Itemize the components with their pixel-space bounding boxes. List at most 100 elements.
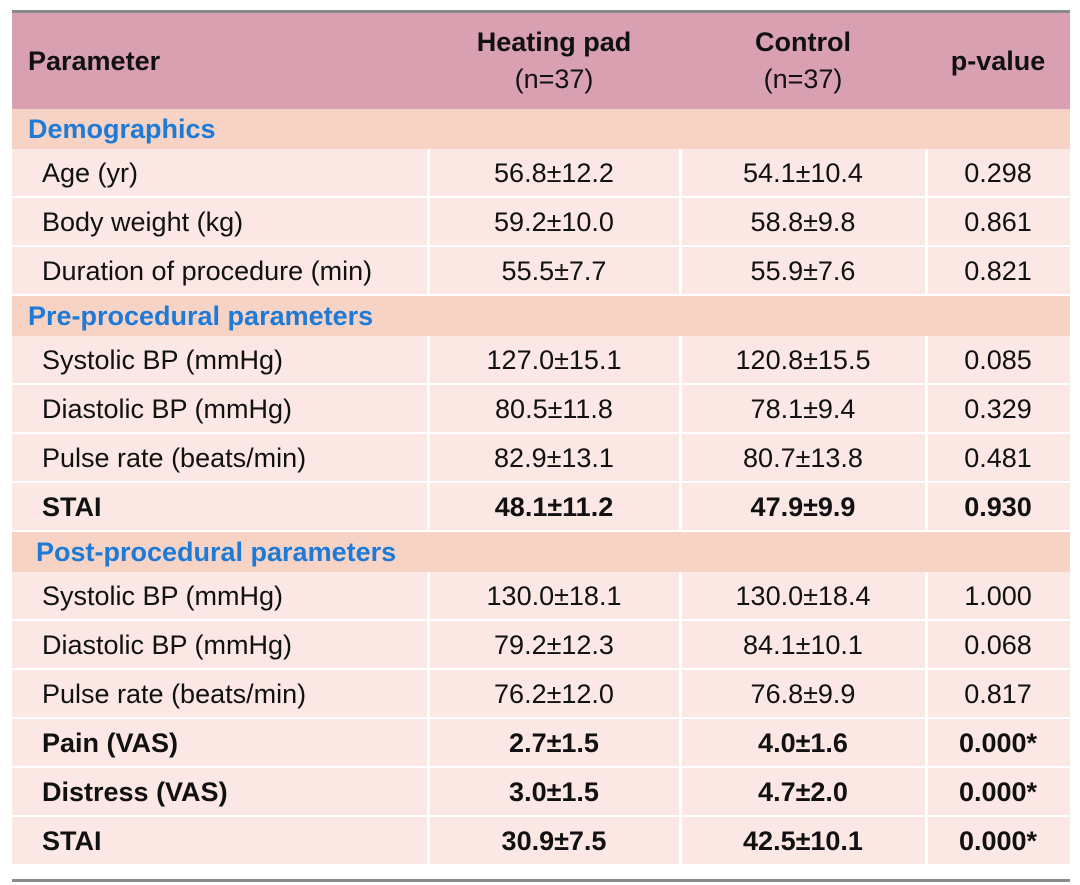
header-control-label: Control: [755, 27, 851, 57]
cell-parameter: Distress (VAS): [42, 777, 228, 807]
column-divider: [925, 817, 928, 866]
row-divider: [12, 619, 1070, 622]
section-header: Demographics: [12, 109, 1070, 149]
cell-p-value: 0.000*: [958, 728, 1038, 758]
column-divider: [925, 670, 928, 719]
cell-parameter: Duration of procedure (min): [42, 256, 373, 286]
header-heating-pad-label: Heating pad: [476, 27, 632, 57]
cell-heating-pad: 48.1±11.2: [494, 492, 614, 522]
section-header: Pre-procedural parameters: [12, 296, 1070, 336]
cell-p-value: 0.861: [964, 207, 1032, 237]
column-divider: [679, 719, 682, 768]
data-table: Parameter Heating pad (n=37) Control (n=…: [12, 10, 1070, 882]
cell-parameter: Systolic BP (mmHg): [42, 581, 284, 611]
cell-p-value: 0.817: [964, 679, 1032, 709]
table-row: Body weight (kg) 59.2±10.0 58.8±9.8 0.861: [12, 198, 1070, 247]
column-divider: [427, 198, 430, 247]
cell-control: 47.9±9.9: [750, 492, 856, 522]
column-divider: [925, 149, 928, 198]
column-divider: [679, 670, 682, 719]
cell-parameter: Age (yr): [42, 158, 139, 188]
cell-heating-pad: 80.5±11.8: [495, 394, 613, 424]
column-divider: [679, 149, 682, 198]
row-divider: [12, 481, 1070, 484]
cell-parameter: STAI: [42, 826, 102, 856]
column-divider: [925, 247, 928, 296]
column-divider: [925, 385, 928, 434]
cell-control: 130.0±18.4: [735, 581, 871, 611]
column-divider: [679, 572, 682, 621]
cell-heating-pad: 3.0±1.5: [509, 777, 599, 807]
row-divider: [12, 530, 1070, 533]
cell-heating-pad: 30.9±7.5: [501, 826, 607, 856]
cell-control: 42.5±10.1: [743, 826, 863, 856]
table-row: Diastolic BP (mmHg) 80.5±11.8 78.1±9.4 0.32…: [12, 385, 1070, 434]
table-row: STAI 30.9±7.5 42.5±10.1 0.000*: [12, 817, 1070, 866]
column-divider: [679, 385, 682, 434]
column-divider: [427, 572, 430, 621]
column-divider: [679, 434, 682, 483]
cell-heating-pad: 55.5±7.7: [501, 256, 607, 286]
cell-control: 54.1±10.4: [743, 158, 863, 188]
cell-p-value: 0.481: [964, 443, 1032, 473]
cell-p-value: 0.085: [964, 345, 1032, 375]
column-divider: [427, 768, 430, 817]
column-divider: [427, 670, 430, 719]
row-divider: [12, 864, 1070, 867]
column-divider: [427, 385, 430, 434]
cell-heating-pad: 56.8±12.2: [494, 158, 614, 188]
column-divider: [925, 434, 928, 483]
row-divider: [12, 294, 1070, 297]
cell-parameter: Systolic BP (mmHg): [42, 345, 284, 375]
column-divider: [679, 247, 682, 296]
header-heating-pad-n: (n=37): [514, 64, 594, 94]
column-divider: [679, 768, 682, 817]
column-divider: [427, 336, 430, 385]
cell-heating-pad: 59.2±10.0: [494, 207, 614, 237]
row-divider: [12, 717, 1070, 720]
column-divider: [679, 483, 682, 532]
cell-p-value: 0.298: [964, 158, 1032, 188]
table-row: STAI 48.1±11.2 47.9±9.9 0.930: [12, 483, 1070, 532]
cell-control: 84.1±10.1: [743, 630, 863, 660]
header-parameter: Parameter: [28, 45, 161, 76]
column-divider: [925, 336, 928, 385]
cell-control: 58.8±9.8: [750, 207, 856, 237]
table-row: Pulse rate (beats/min) 76.2±12.0 76.8±9.9 0…: [12, 670, 1070, 719]
cell-parameter: Pulse rate (beats/min): [42, 443, 307, 473]
table-row: Age (yr) 56.8±12.2 54.1±10.4 0.298: [12, 149, 1070, 198]
cell-parameter: Pulse rate (beats/min): [42, 679, 307, 709]
cell-parameter: Diastolic BP (mmHg): [42, 394, 293, 424]
table-row: Duration of procedure (min) 55.5±7.7 55.9±…: [12, 247, 1070, 296]
header-control-n: (n=37): [763, 64, 843, 94]
table-row: Pain (VAS) 2.7±1.5 4.0±1.6 0.000*: [12, 719, 1070, 768]
row-divider: [12, 766, 1070, 769]
table-row: Distress (VAS) 3.0±1.5 4.7±2.0 0.000*: [12, 768, 1070, 817]
cell-heating-pad: 76.2±12.0: [494, 679, 614, 709]
column-divider: [427, 247, 430, 296]
cell-p-value: 0.821: [964, 256, 1032, 286]
cell-control: 55.9±7.6: [750, 256, 856, 286]
cell-heating-pad: 130.0±18.1: [486, 581, 622, 611]
column-divider: [427, 719, 430, 768]
cell-p-value: 0.000*: [958, 826, 1038, 856]
cell-parameter: STAI: [42, 492, 102, 522]
cell-heating-pad: 2.7±1.5: [509, 728, 599, 758]
cell-heating-pad: 82.9±13.1: [494, 443, 614, 473]
table-row: Systolic BP (mmHg) 127.0±15.1 120.8±15.5 0.…: [12, 336, 1070, 385]
cell-p-value: 0.000*: [958, 777, 1038, 807]
column-divider: [427, 621, 430, 670]
cell-control: 78.1±9.4: [750, 394, 856, 424]
cell-parameter: Body weight (kg): [42, 207, 244, 237]
cell-p-value: 0.068: [964, 630, 1032, 660]
section-header: Post-procedural parameters: [12, 532, 1070, 572]
table-row: Diastolic BP (mmHg) 79.2±12.3 84.1±10.1 0.0…: [12, 621, 1070, 670]
cell-p-value: 0.329: [964, 394, 1032, 424]
row-divider: [12, 383, 1070, 386]
column-divider: [427, 149, 430, 198]
column-divider: [679, 817, 682, 866]
column-divider: [925, 483, 928, 532]
cell-parameter: Pain (VAS): [42, 728, 179, 758]
cell-control: 4.0±1.6: [758, 728, 848, 758]
